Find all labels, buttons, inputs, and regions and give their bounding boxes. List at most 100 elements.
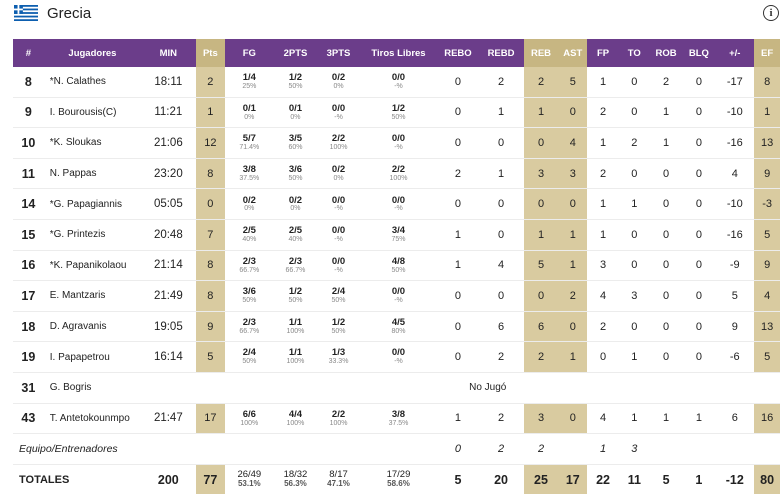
totals-ast: 17 (558, 464, 587, 494)
team-row: Equipo/Entrenadores 0 2 2 1 3 (13, 434, 780, 465)
col-fp[interactable]: FP (587, 39, 619, 67)
cell-pts: 8 (196, 158, 226, 189)
player-name[interactable]: *K. Sloukas (44, 128, 141, 159)
col-reb[interactable]: REB (524, 39, 559, 67)
player-name[interactable]: *N. Calathes (44, 67, 141, 97)
cell-fp: 4 (587, 281, 619, 312)
player-name[interactable]: G. Bogris (44, 372, 141, 403)
player-number: 31 (13, 372, 44, 403)
cell-ef: 5 (754, 219, 780, 250)
cell-rebd: 1 (478, 97, 523, 128)
cell-ast: 0 (558, 311, 587, 342)
cell-blq: 0 (682, 67, 715, 97)
col-fg[interactable]: FG (225, 39, 273, 67)
col-pts[interactable]: Pts (196, 39, 226, 67)
col-2pts[interactable]: 2PTS (273, 39, 317, 67)
cell-fp: 0 (587, 342, 619, 373)
totals-pts: 77 (196, 464, 226, 494)
col-player[interactable]: Jugadores (44, 39, 141, 67)
cell-blq: 0 (682, 97, 715, 128)
col-ft[interactable]: Tiros Libres (360, 39, 438, 67)
cell-rob: 0 (650, 189, 683, 220)
cell-ast: 1 (558, 219, 587, 250)
col-ast[interactable]: AST (558, 39, 587, 67)
cell-reb: 5 (524, 250, 559, 281)
cell-ft: 0/0-% (360, 342, 438, 373)
player-name[interactable]: T. Antetokounmpo (44, 403, 141, 434)
col-to[interactable]: TO (619, 39, 650, 67)
cell-reb: 1 (524, 219, 559, 250)
cell-blq: 0 (682, 311, 715, 342)
player-name[interactable]: *G. Papagiannis (44, 189, 141, 220)
totals-fp: 22 (587, 464, 619, 494)
cell-3pts: 0/0-% (318, 250, 360, 281)
cell-plus-minus: 5 (715, 281, 754, 312)
col-3pts[interactable]: 3PTS (318, 39, 360, 67)
cell-blq: 0 (682, 128, 715, 159)
cell-fp: 1 (587, 67, 619, 97)
cell-ast: 0 (558, 189, 587, 220)
totals-ef: 80 (754, 464, 780, 494)
cell-min: 21:06 (141, 128, 195, 159)
cell-fp: 1 (587, 434, 619, 465)
col-rebo[interactable]: REBO (437, 39, 478, 67)
col-num[interactable]: # (13, 39, 44, 67)
cell-min: 11:21 (141, 97, 195, 128)
header-row: # Jugadores MIN Pts FG 2PTS 3PTS Tiros L… (13, 39, 780, 67)
cell-to: 0 (619, 219, 650, 250)
cell-3pts: 0/0-% (318, 219, 360, 250)
col-ef[interactable]: EF (754, 39, 780, 67)
col-min[interactable]: MIN (141, 39, 195, 67)
info-icon[interactable]: i (763, 5, 779, 21)
player-name[interactable]: N. Pappas (44, 158, 141, 189)
cell-fp: 2 (587, 158, 619, 189)
player-name[interactable]: E. Mantzaris (44, 281, 141, 312)
cell-ast: 1 (558, 250, 587, 281)
cell-reb: 3 (524, 403, 559, 434)
cell-plus-minus: -16 (715, 219, 754, 250)
player-name[interactable]: D. Agravanis (44, 311, 141, 342)
cell-ast: 1 (558, 342, 587, 373)
cell-ef: 1 (754, 97, 780, 128)
player-name[interactable]: I. Papapetrou (44, 342, 141, 373)
player-name[interactable]: I. Bourousis(C) (44, 97, 141, 128)
col-rob[interactable]: ROB (650, 39, 683, 67)
cell-ft: 0/0-% (360, 281, 438, 312)
col-plus-minus[interactable]: +/- (715, 39, 754, 67)
cell-3pts: 0/0-% (318, 189, 360, 220)
cell-rebo: 0 (437, 97, 478, 128)
player-name[interactable]: *G. Printezis (44, 219, 141, 250)
cell-reb: 0 (524, 189, 559, 220)
col-blq[interactable]: BLQ (682, 39, 715, 67)
cell-to: 0 (619, 250, 650, 281)
player-name[interactable]: *K. Papanikolaou (44, 250, 141, 281)
box-score-table: # Jugadores MIN Pts FG 2PTS 3PTS Tiros L… (13, 39, 780, 494)
cell-ast: 0 (558, 403, 587, 434)
cell-blq: 0 (682, 219, 715, 250)
cell-ef: 8 (754, 67, 780, 97)
cell-to: 2 (619, 128, 650, 159)
cell-reb: 2 (524, 434, 559, 465)
col-rebd[interactable]: REBD (478, 39, 523, 67)
cell-3pts: 0/0-% (318, 97, 360, 128)
cell-ef: 9 (754, 158, 780, 189)
